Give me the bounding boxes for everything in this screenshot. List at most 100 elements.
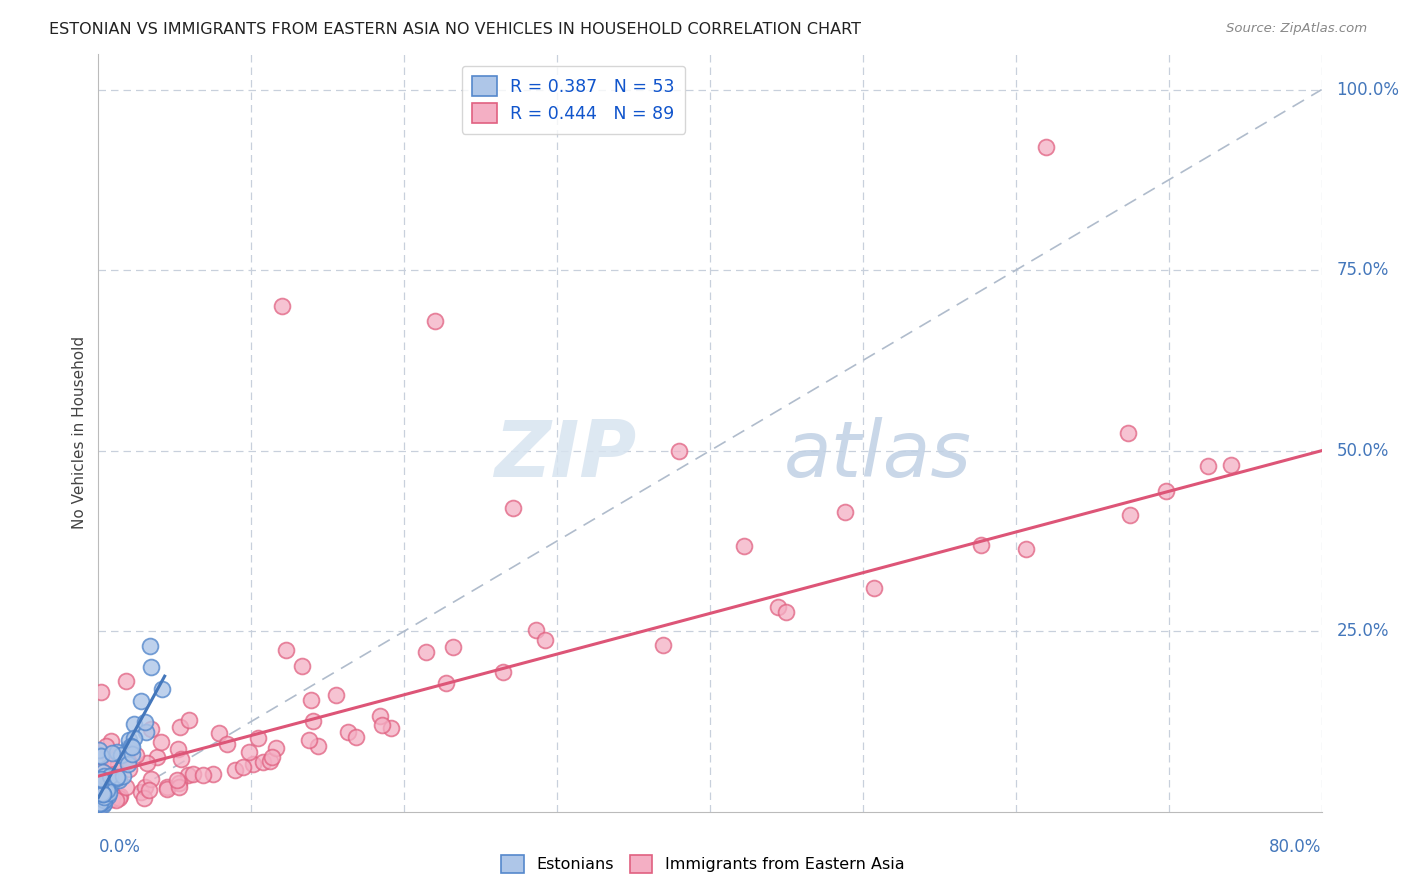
Point bbox=[134, 715, 156, 730]
Point bbox=[91, 786, 114, 800]
Point bbox=[89, 775, 111, 789]
Point bbox=[434, 676, 457, 690]
Point bbox=[97, 789, 120, 803]
Point bbox=[105, 745, 128, 759]
Point bbox=[90, 684, 112, 698]
Text: 50.0%: 50.0% bbox=[1336, 442, 1389, 459]
Point bbox=[733, 539, 755, 553]
Text: atlas: atlas bbox=[783, 417, 972, 493]
Point bbox=[298, 733, 321, 747]
Point bbox=[90, 772, 112, 787]
Point bbox=[98, 786, 121, 800]
Point bbox=[117, 762, 139, 776]
Point bbox=[105, 770, 128, 784]
Point bbox=[141, 660, 163, 674]
Point bbox=[346, 730, 368, 744]
Point bbox=[208, 726, 231, 740]
Point bbox=[115, 780, 138, 794]
Point bbox=[264, 741, 287, 756]
Point bbox=[183, 767, 205, 781]
Point bbox=[380, 722, 402, 736]
Point bbox=[307, 739, 329, 754]
Point bbox=[1154, 484, 1177, 499]
Point bbox=[156, 780, 179, 794]
Point bbox=[135, 725, 157, 739]
Point bbox=[146, 750, 169, 764]
Point bbox=[122, 731, 145, 746]
Point bbox=[136, 756, 159, 770]
Point bbox=[117, 757, 139, 772]
Point bbox=[94, 783, 117, 797]
Point bbox=[270, 299, 292, 313]
Point bbox=[238, 745, 260, 759]
Point bbox=[970, 538, 993, 552]
Point bbox=[441, 640, 464, 655]
Point bbox=[150, 681, 173, 696]
Point bbox=[108, 773, 131, 788]
Point bbox=[90, 792, 112, 806]
Point bbox=[120, 739, 142, 753]
Point bbox=[91, 795, 114, 809]
Point bbox=[104, 757, 127, 772]
Point bbox=[90, 772, 112, 786]
Point bbox=[167, 776, 190, 790]
Text: ZIP: ZIP bbox=[495, 417, 637, 493]
Point bbox=[651, 638, 673, 652]
Point bbox=[96, 783, 118, 797]
Point bbox=[111, 769, 134, 783]
Point bbox=[100, 734, 122, 748]
Point bbox=[176, 767, 198, 781]
Point bbox=[90, 780, 112, 795]
Point bbox=[259, 754, 281, 768]
Point bbox=[121, 747, 143, 762]
Legend: R = 0.387   N = 53, R = 0.444   N = 89: R = 0.387 N = 53, R = 0.444 N = 89 bbox=[461, 66, 685, 134]
Point bbox=[215, 737, 238, 751]
Point bbox=[502, 501, 524, 516]
Point bbox=[834, 505, 856, 519]
Point bbox=[177, 714, 200, 728]
Point bbox=[141, 772, 163, 786]
Point bbox=[108, 789, 131, 803]
Point bbox=[325, 688, 347, 702]
Point bbox=[101, 746, 124, 760]
Point bbox=[90, 764, 112, 778]
Point bbox=[134, 780, 156, 794]
Point bbox=[371, 718, 394, 732]
Point bbox=[368, 709, 391, 723]
Point bbox=[117, 754, 139, 768]
Point bbox=[260, 750, 283, 764]
Point bbox=[415, 645, 437, 659]
Point bbox=[98, 779, 121, 793]
Point bbox=[246, 731, 269, 746]
Point bbox=[121, 740, 143, 755]
Text: 25.0%: 25.0% bbox=[1336, 623, 1389, 640]
Point bbox=[89, 790, 111, 805]
Point bbox=[276, 642, 298, 657]
Point bbox=[94, 739, 117, 753]
Point bbox=[169, 780, 191, 795]
Point bbox=[1119, 508, 1142, 522]
Point bbox=[107, 757, 129, 772]
Point bbox=[90, 795, 112, 809]
Point bbox=[302, 714, 325, 728]
Point bbox=[299, 693, 322, 707]
Point bbox=[93, 769, 115, 783]
Point bbox=[93, 793, 115, 807]
Point bbox=[90, 775, 112, 789]
Point bbox=[337, 724, 360, 739]
Point bbox=[1035, 140, 1057, 154]
Point bbox=[524, 623, 547, 637]
Text: 100.0%: 100.0% bbox=[1336, 80, 1399, 99]
Point bbox=[91, 798, 114, 813]
Point bbox=[105, 771, 128, 785]
Point bbox=[90, 797, 112, 812]
Point bbox=[167, 742, 190, 756]
Point bbox=[1220, 458, 1243, 473]
Point bbox=[252, 755, 274, 769]
Y-axis label: No Vehicles in Household: No Vehicles in Household bbox=[72, 336, 87, 529]
Point bbox=[139, 639, 162, 653]
Point bbox=[166, 773, 188, 788]
Point bbox=[169, 721, 191, 735]
Point bbox=[89, 789, 111, 804]
Point bbox=[170, 751, 193, 765]
